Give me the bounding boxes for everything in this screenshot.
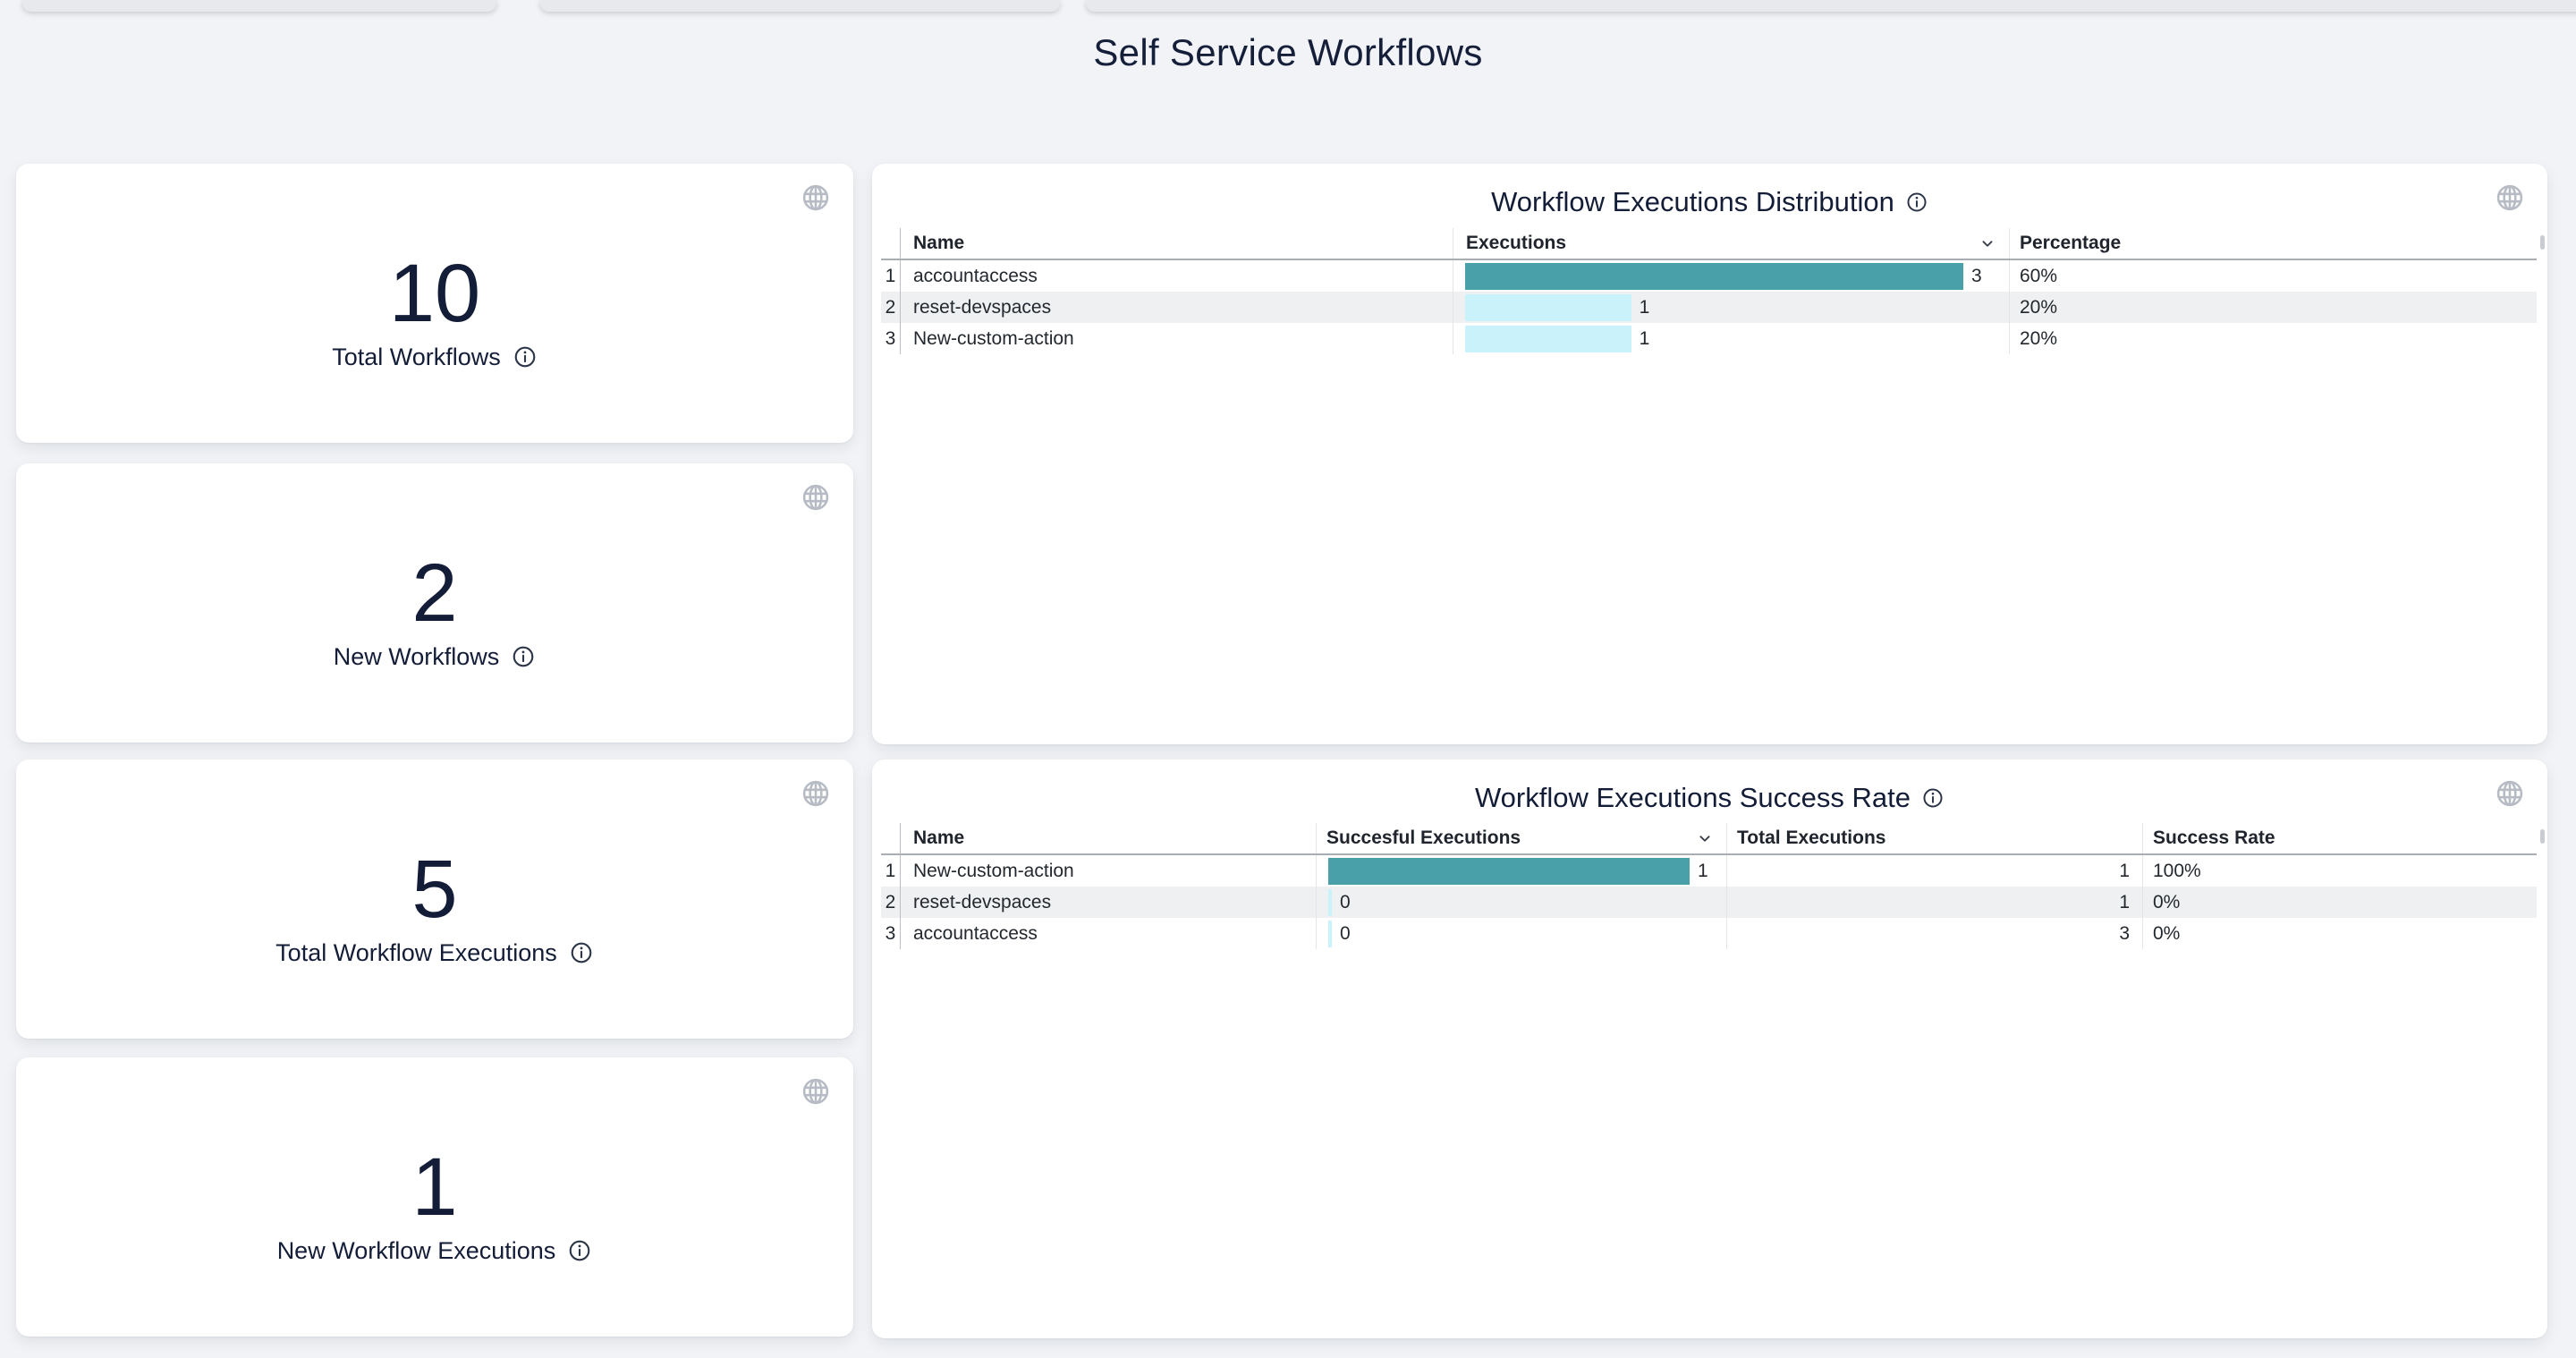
stat-value: 1	[411, 1142, 458, 1233]
executions-value: 1	[1639, 297, 1650, 318]
chevron-down-icon[interactable]	[1978, 233, 1997, 253]
total-executions-value: 3	[1726, 918, 2142, 949]
successful-executions-value: 0	[1340, 892, 1351, 912]
table-row: 3 accountaccess 0 3 0%	[881, 918, 2537, 949]
executions-bar-cell: 1	[1453, 323, 2009, 354]
executions-bar-cell: 1	[1453, 292, 2009, 323]
row-index: 1	[885, 861, 896, 881]
card-title: Workflow Executions Distribution	[1491, 186, 1894, 217]
info-icon[interactable]	[569, 940, 594, 965]
card-workflow-executions-success-rate: Workflow Executions Success Rate Name Su…	[872, 760, 2547, 1338]
workflow-name: accountaccess	[900, 260, 1453, 292]
globe-icon[interactable]	[2494, 777, 2526, 810]
executions-bar	[1465, 325, 1631, 352]
info-icon[interactable]	[1905, 191, 1928, 214]
scrollbar-thumb[interactable]	[2540, 235, 2545, 250]
executions-value: 3	[1971, 266, 1982, 286]
header-index	[881, 823, 900, 853]
executions-value: 1	[1639, 328, 1650, 349]
info-icon[interactable]	[511, 644, 536, 669]
stat-label: New Workflow Executions	[276, 1237, 556, 1264]
percentage-value: 60%	[2009, 260, 2537, 292]
info-icon[interactable]	[567, 1238, 592, 1263]
workflow-name: New-custom-action	[900, 855, 1316, 887]
header-total-executions: Total Executions	[1726, 823, 2142, 853]
workflow-name: New-custom-action	[900, 323, 1453, 354]
row-index: 3	[885, 328, 896, 349]
table-row: 1 accountaccess 3 60%	[881, 260, 2537, 292]
globe-icon[interactable]	[2494, 182, 2526, 214]
stat-card-new-workflow-executions: 1 New Workflow Executions	[16, 1057, 853, 1337]
card-title: Workflow Executions Success Rate	[1474, 782, 1911, 813]
row-index: 2	[885, 892, 896, 912]
top-tab-remnant	[22, 0, 496, 12]
stat-label: Total Workflow Executions	[275, 939, 557, 966]
page-title: Self Service Workflows	[1093, 31, 1483, 73]
table-row: 1 New-custom-action 1 1 100%	[881, 855, 2537, 887]
stat-label: Total Workflows	[332, 344, 501, 370]
total-executions-value: 1	[1726, 887, 2142, 918]
executions-bar	[1465, 262, 1963, 290]
workflow-name: reset-devspaces	[900, 887, 1316, 918]
table-row: 3 New-custom-action 1 20%	[881, 323, 2537, 354]
header-success-rate: Success Rate	[2142, 823, 2537, 853]
header-successful-executions[interactable]: Succesful Executions	[1316, 823, 1726, 853]
stat-value: 2	[411, 547, 458, 639]
header-name: Name	[900, 228, 1453, 259]
executions-distribution-table: Name Executions Percentage 1 accountacce…	[881, 228, 2537, 354]
successful-executions-bar	[1328, 920, 1332, 947]
stat-card-new-workflows: 2 New Workflows	[16, 463, 853, 743]
stat-card-total-workflow-executions: 5 Total Workflow Executions	[16, 760, 853, 1039]
successful-executions-bar-cell: 1	[1316, 855, 1726, 887]
table-header-row: Name Succesful Executions Total Executio…	[881, 823, 2537, 855]
successful-executions-bar	[1328, 888, 1332, 916]
top-tab-remnant	[1086, 0, 2576, 12]
stat-card-total-workflows: 10 Total Workflows	[16, 164, 853, 443]
table-row: 2 reset-devspaces 1 20%	[881, 292, 2537, 323]
info-icon[interactable]	[1921, 786, 1945, 810]
success-rate-table: Name Succesful Executions Total Executio…	[881, 823, 2537, 949]
card-workflow-executions-distribution: Workflow Executions Distribution Name Ex…	[872, 164, 2547, 744]
globe-icon[interactable]	[800, 777, 832, 810]
successful-executions-value: 1	[1698, 861, 1708, 881]
success-rate-value: 0%	[2142, 918, 2537, 949]
workflow-name: accountaccess	[900, 918, 1316, 949]
scrollbar-thumb[interactable]	[2540, 829, 2545, 844]
table-row: 2 reset-devspaces 0 1 0%	[881, 887, 2537, 918]
globe-icon[interactable]	[800, 481, 832, 513]
successful-executions-value: 0	[1340, 923, 1351, 944]
success-rate-value: 0%	[2142, 887, 2537, 918]
chevron-down-icon[interactable]	[1695, 828, 1715, 848]
successful-executions-bar	[1328, 857, 1690, 885]
header-percentage: Percentage	[2009, 228, 2537, 259]
total-executions-value: 1	[1726, 855, 2142, 887]
info-icon[interactable]	[513, 344, 538, 369]
successful-executions-bar-cell: 0	[1316, 887, 1726, 918]
percentage-value: 20%	[2009, 292, 2537, 323]
globe-icon[interactable]	[800, 1075, 832, 1108]
row-index: 2	[885, 297, 896, 318]
successful-executions-bar-cell: 0	[1316, 918, 1726, 949]
row-index: 1	[885, 266, 896, 286]
header-executions[interactable]: Executions	[1453, 228, 2009, 259]
header-name: Name	[900, 823, 1316, 853]
executions-bar	[1465, 293, 1631, 321]
row-index: 3	[885, 923, 896, 944]
stat-label: New Workflows	[333, 643, 500, 670]
globe-icon[interactable]	[800, 182, 832, 214]
stat-value: 5	[411, 844, 458, 935]
top-tab-remnant	[540, 0, 1060, 12]
percentage-value: 20%	[2009, 323, 2537, 354]
table-header-row: Name Executions Percentage	[881, 228, 2537, 260]
stat-value: 10	[388, 248, 481, 339]
header-index	[881, 228, 900, 259]
success-rate-value: 100%	[2142, 855, 2537, 887]
workflow-name: reset-devspaces	[900, 292, 1453, 323]
executions-bar-cell: 3	[1453, 260, 2009, 292]
